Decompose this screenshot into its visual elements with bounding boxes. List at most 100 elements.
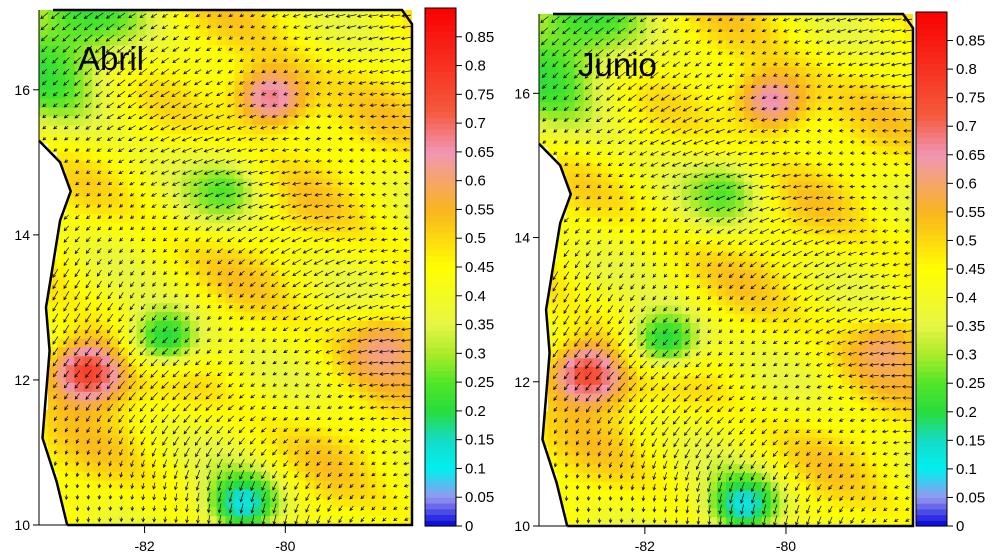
vector-arrow	[391, 439, 399, 443]
heat-cell	[349, 516, 360, 525]
heat-cell	[403, 98, 412, 109]
heat-cell	[163, 89, 173, 100]
heat-cell	[74, 471, 84, 482]
vector-arrow	[185, 271, 189, 276]
vector-arrow	[139, 13, 147, 18]
vector-arrow	[316, 92, 321, 96]
heat-cell	[681, 473, 691, 483]
vector-arrow	[75, 427, 80, 433]
vector-arrow	[247, 159, 258, 164]
heat-cell	[556, 393, 567, 403]
heat-cell	[172, 436, 182, 446]
heat-cell	[314, 267, 324, 277]
heat-cell	[539, 119, 549, 130]
heat-cell	[145, 427, 156, 437]
vector-arrow	[238, 437, 245, 445]
heat-cell	[287, 382, 298, 393]
heat-cell	[645, 67, 656, 77]
heat-cell	[154, 240, 164, 251]
heat-cell	[358, 89, 369, 100]
vector-arrow	[160, 68, 170, 75]
y-tick-label: 12	[14, 372, 30, 388]
heat-cell	[654, 172, 665, 183]
heat-cell	[145, 98, 156, 109]
heat-cell	[367, 374, 378, 384]
heat-cell	[619, 517, 629, 526]
heat-cell	[367, 54, 378, 64]
vector-arrow	[359, 148, 365, 152]
heat-cell	[341, 81, 351, 91]
heat-cell	[101, 329, 111, 340]
vector-arrow	[172, 57, 180, 64]
heat-cell	[56, 27, 67, 38]
heat-cell	[672, 411, 683, 421]
vector-arrow	[283, 427, 289, 432]
vector-arrow	[402, 439, 410, 443]
vector-arrow	[228, 372, 234, 376]
heat-cell	[574, 67, 585, 77]
heat-cell	[403, 356, 412, 366]
heat-cell	[565, 402, 576, 412]
heat-cell	[136, 285, 147, 295]
heat-cell	[261, 134, 271, 144]
heat-cell	[556, 119, 567, 130]
heat-cell	[403, 107, 412, 118]
heat-cell	[539, 102, 549, 112]
heat-cell	[565, 75, 576, 86]
land-mask	[39, 140, 71, 525]
vector-arrow	[370, 450, 376, 454]
heat-cell	[154, 516, 164, 525]
heat-cell	[172, 27, 182, 38]
vector-arrow	[149, 125, 159, 131]
heat-cell	[181, 125, 191, 135]
vector-arrow	[74, 358, 81, 367]
heat-cell	[341, 400, 351, 411]
vector-arrow	[140, 325, 146, 333]
heat-cell	[663, 490, 674, 501]
heat-cell	[269, 445, 280, 455]
vector-arrow	[261, 349, 266, 354]
heat-cell	[628, 455, 638, 465]
vector-arrow	[401, 383, 412, 387]
heat-cell	[385, 10, 395, 20]
heat-cell	[101, 36, 111, 47]
vector-arrow	[283, 383, 288, 387]
vector-arrow	[52, 302, 59, 312]
heat-cell	[601, 84, 611, 94]
heat-cell	[601, 508, 611, 518]
vector-arrow	[183, 403, 191, 412]
heat-cell	[83, 356, 93, 366]
heat-cell	[207, 249, 218, 260]
heat-cell	[154, 303, 164, 313]
heat-cell	[367, 338, 378, 348]
vector-arrow	[130, 471, 134, 479]
vector-arrow	[292, 281, 301, 288]
heat-cell	[181, 311, 191, 322]
heat-cell	[663, 323, 674, 333]
heat-cell	[385, 409, 395, 420]
heat-cell	[403, 303, 412, 313]
vector-arrow	[85, 148, 91, 152]
heat-cell	[190, 303, 200, 313]
heat-cell	[136, 18, 147, 29]
heat-cell	[690, 199, 700, 209]
x-tick-label: -80	[275, 538, 295, 554]
heat-cell	[145, 18, 156, 29]
vector-arrow	[225, 170, 236, 175]
vector-arrow	[304, 349, 311, 354]
heat-cell	[610, 146, 620, 156]
heat-cell	[39, 63, 49, 73]
vector-arrow	[84, 91, 92, 97]
heat-cell	[663, 14, 674, 24]
heat-cell	[385, 54, 395, 64]
vector-arrow	[304, 148, 311, 152]
heat-cell	[394, 285, 404, 295]
colorbar-tick-label: 0.7	[465, 115, 486, 132]
heat-cell	[47, 436, 58, 446]
vector-arrow	[185, 493, 189, 502]
vector-arrow	[260, 13, 267, 18]
heat-cell	[305, 391, 315, 402]
heat-cell	[332, 480, 342, 491]
heat-cell	[305, 18, 315, 29]
heat-cell	[225, 498, 235, 508]
